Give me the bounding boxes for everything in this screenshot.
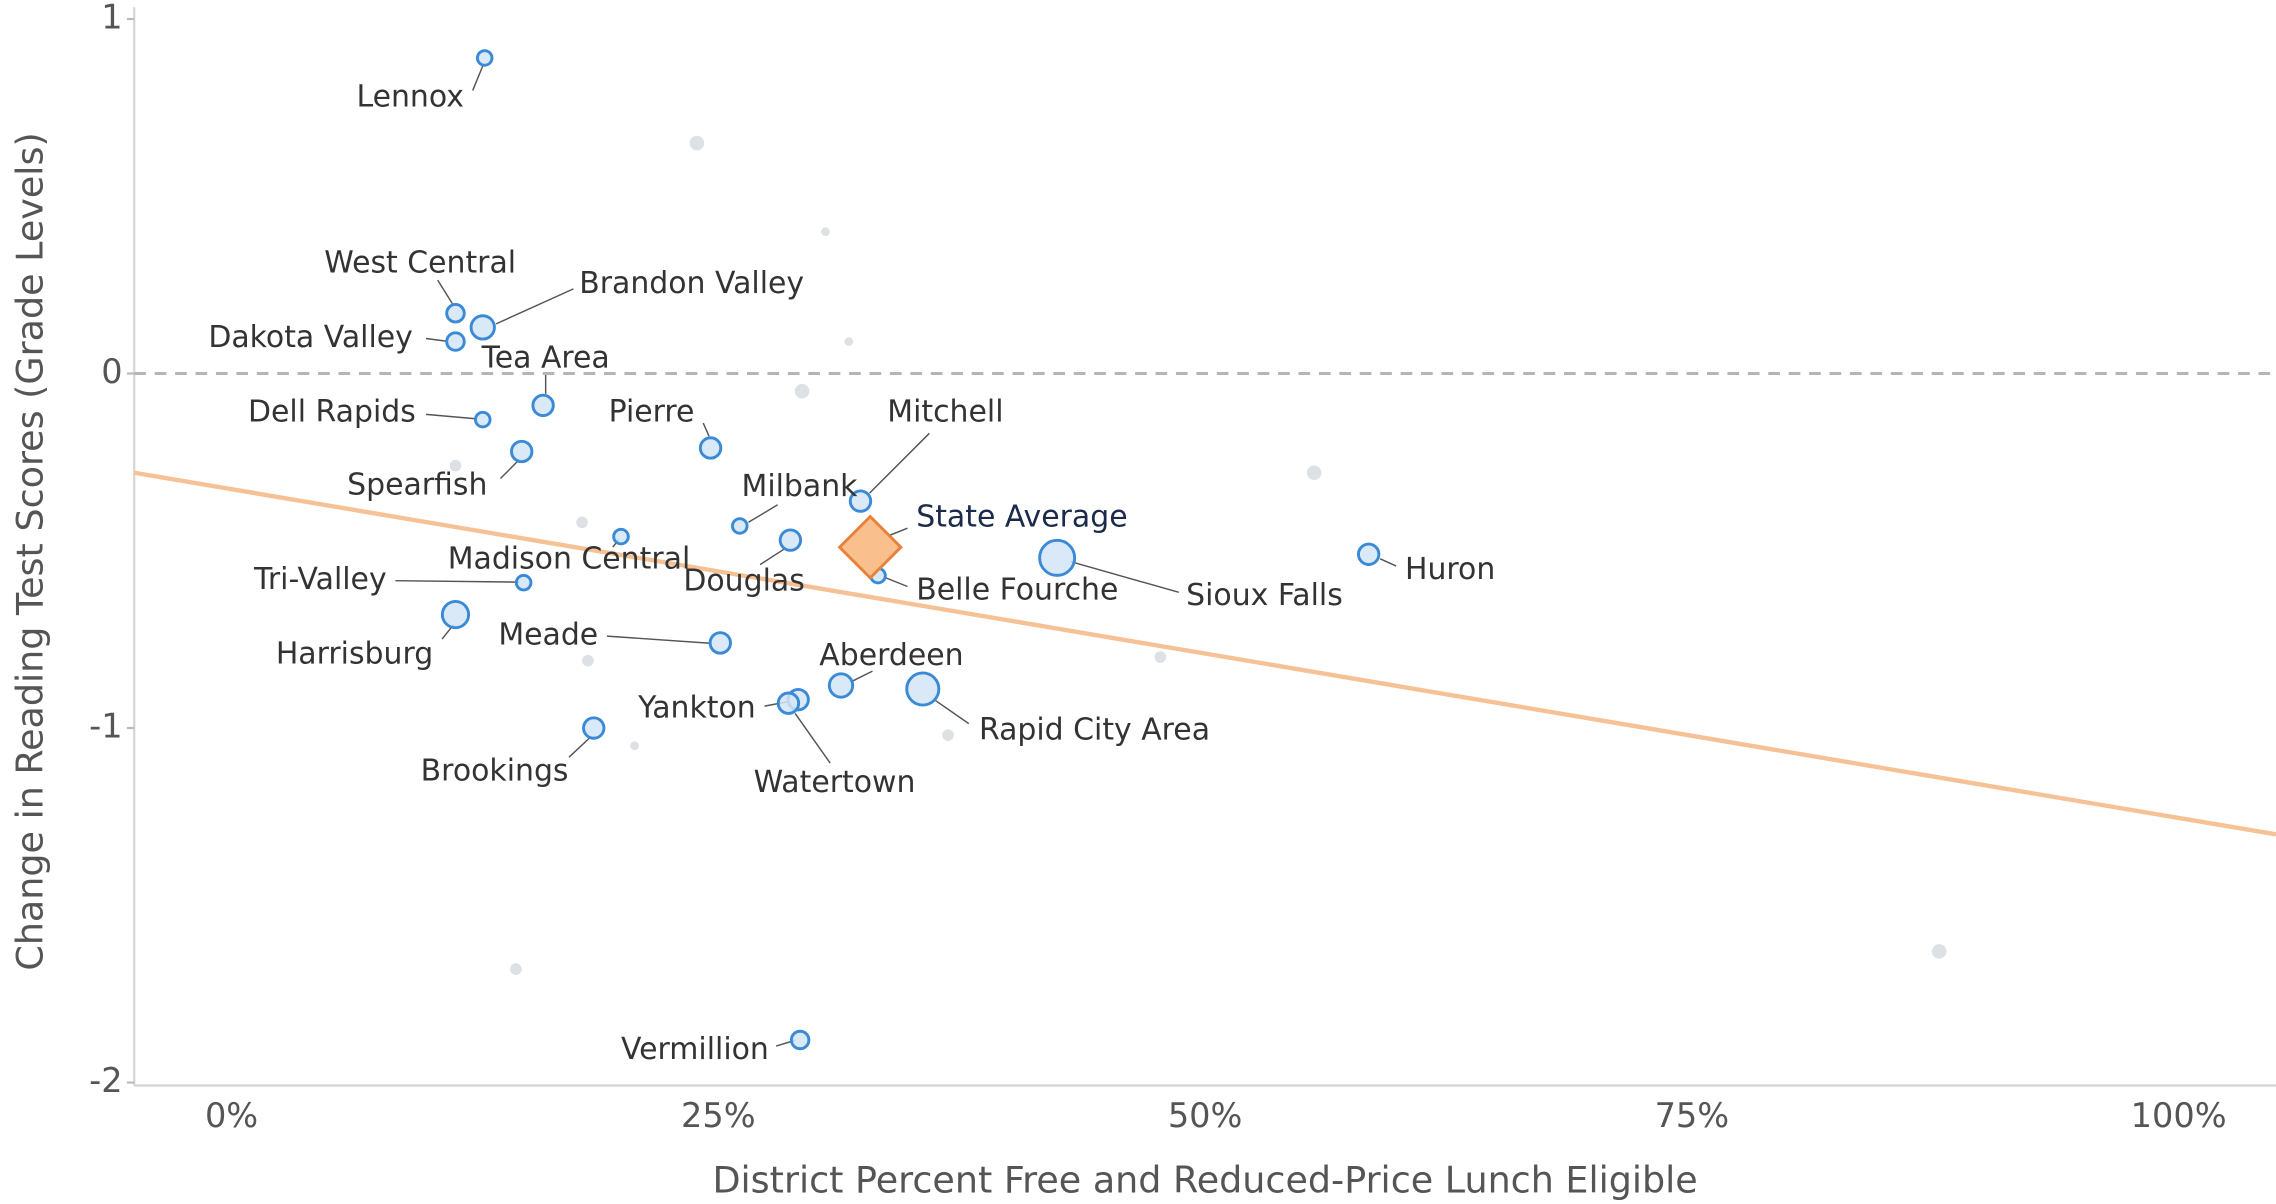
district-point <box>445 331 466 352</box>
y-tick-label: 1 <box>101 0 122 36</box>
y-tick-label: -1 <box>89 707 122 746</box>
trend-line <box>133 470 2276 837</box>
district-point <box>1038 538 1077 577</box>
leader-line <box>1379 558 1397 567</box>
y-tick-label: -2 <box>89 1061 122 1100</box>
district-label: Madison Central <box>448 542 691 577</box>
state-average-marker <box>837 514 903 580</box>
district-label: Meade <box>498 618 598 653</box>
other-district-point <box>689 135 705 151</box>
other-district-point <box>576 516 588 529</box>
x-tick-label: 0% <box>205 1096 258 1135</box>
district-point <box>440 599 471 630</box>
other-district-point <box>942 729 954 741</box>
district-label: Tri-Valley <box>253 562 387 597</box>
district-label: Huron <box>1405 552 1495 587</box>
x-tick-label: 25% <box>681 1096 756 1135</box>
district-point <box>514 573 533 592</box>
district-label: Aberdeen <box>819 638 963 673</box>
district-point <box>469 314 496 341</box>
district-label: Watertown <box>754 765 916 800</box>
leader-line <box>934 699 970 725</box>
district-point <box>731 517 749 535</box>
other-district-point <box>821 227 830 237</box>
district-label: Tea Area <box>481 340 610 375</box>
district-point <box>445 303 466 324</box>
x-tick-label: 50% <box>1168 1096 1243 1135</box>
district-point <box>475 49 494 67</box>
leader-line <box>794 713 831 764</box>
district-point <box>827 672 855 699</box>
leader-line <box>499 460 519 480</box>
district-label: West Central <box>324 246 516 281</box>
leader-line <box>748 504 779 523</box>
other-district-point <box>630 741 640 751</box>
district-label: Harrisburg <box>276 637 433 672</box>
district-label: Sioux Falls <box>1186 578 1343 613</box>
district-label: Vermillion <box>621 1032 769 1067</box>
other-district-point <box>1306 465 1322 481</box>
district-label: Brandon Valley <box>579 266 804 301</box>
leader-line <box>702 422 710 437</box>
district-label: Douglas <box>683 564 804 599</box>
district-label: Rapid City Area <box>979 712 1210 747</box>
leader-line <box>885 577 908 588</box>
state-average-label: State Average <box>916 499 1127 534</box>
district-point <box>582 716 606 740</box>
leader-line <box>1070 561 1180 594</box>
leader-line <box>568 736 592 758</box>
district-point <box>612 527 630 546</box>
district-point <box>778 528 803 552</box>
district-label: Brookings <box>421 753 569 788</box>
leader-line <box>495 288 574 325</box>
district-label: Dakota Valley <box>208 320 413 355</box>
district-label: Lennox <box>356 79 463 114</box>
district-label: Mitchell <box>887 394 1003 429</box>
leader-line <box>472 65 484 91</box>
district-point <box>698 436 723 460</box>
district-point <box>776 691 801 715</box>
district-point <box>531 393 555 418</box>
x-axis-title: District Percent Free and Reduced-Price … <box>712 1158 1697 1200</box>
district-label: Spearfish <box>347 467 487 502</box>
x-tick-label: 75% <box>1655 1096 1730 1135</box>
other-district-point <box>1154 651 1167 663</box>
district-label: Dell Rapids <box>248 394 416 429</box>
leader-line <box>425 337 449 343</box>
district-point <box>848 489 873 513</box>
other-district-point <box>582 654 594 667</box>
y-tick-label: 0 <box>101 352 122 391</box>
district-point <box>510 439 534 464</box>
leader-line <box>425 413 476 420</box>
other-district-point <box>510 963 522 975</box>
district-label: Milbank <box>742 469 859 504</box>
district-label: Pierre <box>609 394 695 429</box>
leader-line <box>759 547 786 566</box>
leader-line <box>437 279 453 304</box>
y-axis-title: Change in Reading Test Scores (Grade Lev… <box>9 132 52 970</box>
district-label: Yankton <box>637 691 756 726</box>
district-point <box>708 631 732 655</box>
other-district-point <box>844 337 854 346</box>
leader-line <box>606 635 713 645</box>
district-point <box>905 671 941 707</box>
leader-line <box>851 670 873 682</box>
other-district-point <box>1931 944 1947 959</box>
other-district-point <box>449 459 462 472</box>
leader-line <box>869 432 930 494</box>
district-point <box>789 1029 811 1051</box>
district-point <box>474 410 492 429</box>
leader-line <box>395 579 520 583</box>
district-label: Belle Fourche <box>916 572 1118 607</box>
district-point <box>1356 542 1381 566</box>
other-district-point <box>794 383 810 399</box>
x-tick-label: 100% <box>2131 1096 2227 1135</box>
